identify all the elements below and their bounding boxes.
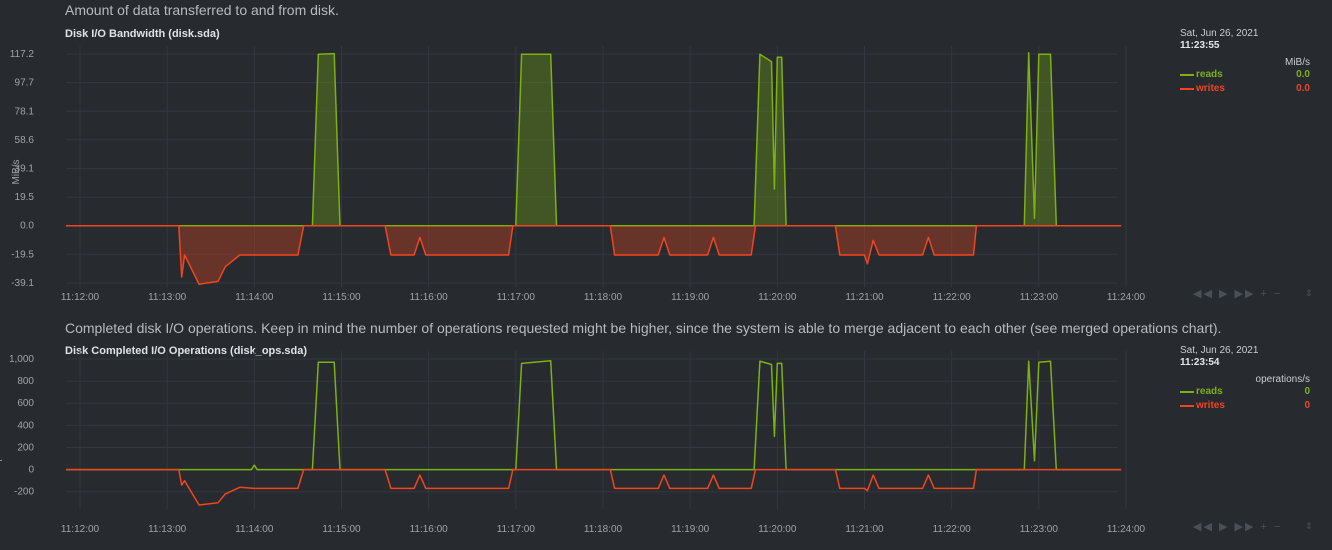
y-tick-label: 39.1 — [15, 163, 35, 174]
series-area-reads — [66, 52, 1122, 226]
legend-value-reads: 0.0 — [1296, 69, 1310, 80]
legend-swatch-reads — [1180, 74, 1194, 76]
pan-right-button[interactable]: ▶▶ — [1234, 288, 1256, 300]
legend-units: MiB/s — [1285, 57, 1310, 68]
x-tick-label: 11:23:00 — [1020, 292, 1059, 303]
x-tick-label: 11:13:00 — [148, 292, 187, 303]
legend-time: 11:23:55 — [1180, 40, 1220, 51]
legend-units: operations/s — [1255, 374, 1310, 385]
legend-time: 11:23:54 — [1180, 357, 1220, 368]
y-tick-label: 97.7 — [15, 78, 35, 89]
x-tick-label: 11:19:00 — [671, 524, 710, 535]
x-tick-label: 11:16:00 — [410, 524, 449, 535]
y-axis-label: MiB/s — [11, 160, 22, 185]
chart-legend: Sat, Jun 26, 2021 11:23:55 MiB/s reads 0… — [1180, 28, 1310, 96]
pan-left-button[interactable]: ◀◀ — [1193, 288, 1214, 300]
legend-row-reads[interactable]: reads 0 — [1180, 385, 1310, 399]
y-tick-label: -39.1 — [11, 278, 34, 289]
y-tick-label: 800 — [17, 376, 34, 387]
resize-handle-icon[interactable]: ⇕ — [1305, 521, 1313, 531]
pan-right-button[interactable]: ▶▶ — [1234, 521, 1256, 533]
legend-value-writes: 0 — [1304, 400, 1310, 411]
chart-plot-bandwidth[interactable]: 117.2 97.7 78.1 58.6 39.1 19.5 0.0 -19.5 -39.1 11… — [0, 0, 1160, 310]
y-tick-label: 78.1 — [15, 106, 35, 117]
x-tick-label: 11:22:00 — [933, 524, 972, 535]
x-tick-label: 11:14:00 — [235, 524, 274, 535]
legend-row-writes[interactable]: writes 0 — [1180, 399, 1310, 413]
chart-description: Amount of data transferred to and from d… — [65, 2, 339, 18]
y-tick-label: 117.2 — [10, 49, 35, 60]
legend-value-reads: 0 — [1304, 386, 1310, 397]
series-line-writes — [66, 224, 1122, 286]
legend-value-writes: 0.0 — [1296, 83, 1310, 94]
zoom-in-button[interactable]: + — [1260, 288, 1269, 300]
y-tick-label: 19.5 — [15, 192, 35, 203]
play-button[interactable]: ▶ — [1218, 521, 1230, 533]
series-line-writes — [66, 468, 1122, 506]
x-tick-label: 11:22:00 — [933, 292, 972, 303]
chart-legend: Sat, Jun 26, 2021 11:23:54 operations/s … — [1180, 345, 1310, 413]
y-tick-label: 1,000 — [9, 354, 34, 365]
x-tick-label: 11:18:00 — [584, 292, 623, 303]
chart-title: Disk Completed I/O Operations (disk_ops.… — [65, 345, 308, 357]
x-tick-label: 11:18:00 — [584, 524, 623, 535]
y-tick-label: -200 — [14, 487, 34, 498]
chart-section-operations: Completed disk I/O operations. Keep in m… — [0, 318, 1332, 550]
y-tick-label: -19.5 — [11, 249, 34, 260]
x-tick-label: 11:15:00 — [322, 292, 361, 303]
y-tick-label: 400 — [17, 420, 34, 431]
series-line-reads — [66, 359, 1122, 471]
zoom-in-button[interactable]: + — [1260, 521, 1269, 533]
y-tick-label: 200 — [17, 442, 34, 453]
x-tick-label: 11:15:00 — [322, 524, 361, 535]
legend-swatch-writes — [1180, 88, 1194, 90]
resize-handle-icon[interactable]: ⇕ — [1305, 288, 1313, 298]
x-tick-label: 11:24:00 — [1107, 292, 1146, 303]
x-tick-label: 11:20:00 — [758, 292, 797, 303]
x-tick-label: 11:24:00 — [1107, 524, 1146, 535]
zoom-out-button[interactable]: − — [1274, 521, 1283, 533]
x-tick-label: 11:20:00 — [758, 524, 797, 535]
y-tick-label: 0.0 — [20, 221, 34, 232]
y-tick-label: 0 — [28, 465, 34, 476]
legend-swatch-reads — [1180, 391, 1194, 393]
x-tick-label: 11:17:00 — [497, 524, 536, 535]
chart-section-bandwidth: Amount of data transferred to and from d… — [0, 0, 1313, 310]
legend-name-writes: writes — [1196, 400, 1225, 411]
legend-row-reads[interactable]: reads 0.0 — [1180, 68, 1310, 82]
x-tick-label: 11:12:00 — [61, 292, 100, 303]
x-tick-label: 11:12:00 — [61, 524, 100, 535]
chart-toolbox: ◀◀ ▶ ▶▶ + − — [1193, 520, 1282, 533]
x-tick-label: 11:13:00 — [148, 524, 187, 535]
legend-name-reads: reads — [1196, 69, 1223, 80]
legend-swatch-writes — [1180, 405, 1194, 407]
chart-title: Disk I/O Bandwidth (disk.sda) — [65, 28, 220, 40]
zoom-out-button[interactable]: − — [1274, 288, 1283, 300]
legend-row-writes[interactable]: writes 0.0 — [1180, 82, 1310, 96]
x-tick-label: 11:21:00 — [845, 292, 884, 303]
x-tick-label: 11:23:00 — [1020, 524, 1059, 535]
legend-date: Sat, Jun 26, 2021 — [1180, 28, 1259, 39]
y-axis-label: operations/s — [0, 413, 3, 467]
y-tick-label: 600 — [17, 398, 34, 409]
x-tick-label: 11:16:00 — [410, 292, 449, 303]
x-tick-label: 11:19:00 — [671, 292, 710, 303]
chart-plot-operations[interactable]: 1,000 800 600 400 200 0 -200 11:12:00 11:13:00 11… — [0, 318, 1160, 550]
legend-name-writes: writes — [1196, 83, 1225, 94]
x-tick-label: 11:14:00 — [235, 292, 274, 303]
x-tick-label: 11:17:00 — [497, 292, 536, 303]
x-tick-label: 11:21:00 — [845, 524, 884, 535]
legend-name-reads: reads — [1196, 386, 1223, 397]
y-tick-label: 58.6 — [15, 135, 35, 146]
chart-toolbox: ◀◀ ▶ ▶▶ + − — [1193, 287, 1282, 300]
pan-left-button[interactable]: ◀◀ — [1193, 521, 1214, 533]
chart-description: Completed disk I/O operations. Keep in m… — [65, 320, 1222, 336]
play-button[interactable]: ▶ — [1218, 288, 1230, 300]
series-area-writes — [66, 225, 1122, 285]
legend-date: Sat, Jun 26, 2021 — [1180, 345, 1259, 356]
series-line-reads — [66, 52, 1122, 227]
